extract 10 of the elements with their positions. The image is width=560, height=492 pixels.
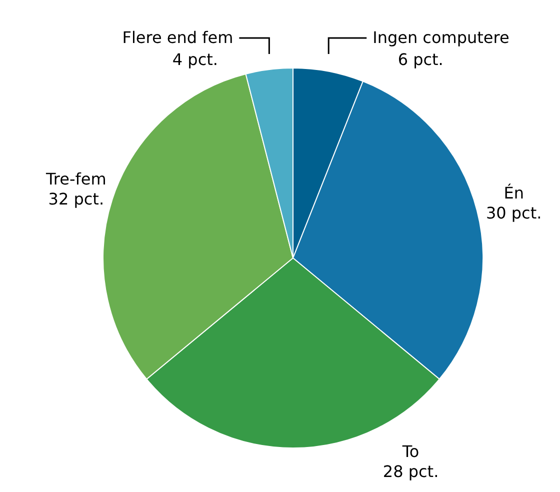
slice-label: Flere end fem bbox=[122, 28, 234, 47]
data-label: 30 pct. bbox=[486, 203, 542, 222]
slice-label: Én bbox=[504, 183, 524, 202]
slice-label: Tre-fem bbox=[44, 170, 106, 189]
data-label: 4 pct. bbox=[172, 50, 218, 69]
data-label: 6 pct. bbox=[398, 50, 444, 69]
data-label: 32 pct. bbox=[48, 190, 104, 209]
slice-label: To bbox=[401, 442, 420, 461]
slice-label: Ingen computere bbox=[372, 28, 510, 47]
data-label: 28 pct. bbox=[382, 462, 439, 481]
